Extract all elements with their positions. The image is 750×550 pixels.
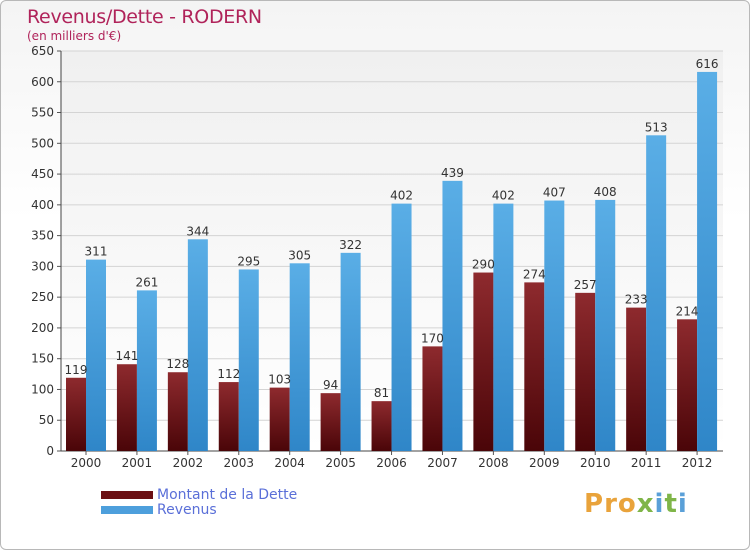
y-tick-label: 400 <box>31 198 54 212</box>
proxiti-logo: Proxiti <box>584 489 688 519</box>
label-debt: 274 <box>523 267 546 281</box>
x-tick-label: 2012 <box>682 456 713 470</box>
legend-label-debt: Montant de la Dette <box>157 486 298 503</box>
label-revenue: 439 <box>441 166 464 180</box>
label-debt: 170 <box>421 331 444 345</box>
bar-revenue <box>86 259 106 451</box>
legend-swatch-revenue <box>101 505 153 514</box>
label-revenue: 408 <box>594 185 617 199</box>
label-debt: 233 <box>625 293 648 307</box>
chart-title: Revenus/Dette - RODERN <box>27 6 262 28</box>
label-revenue: 295 <box>237 254 260 268</box>
x-tick-label: 2005 <box>325 456 356 470</box>
bar-debt <box>269 387 290 451</box>
label-revenue: 402 <box>390 189 413 203</box>
x-tick-label: 2010 <box>580 456 611 470</box>
label-debt: 257 <box>574 278 597 292</box>
label-debt: 119 <box>65 363 88 377</box>
y-tick-label: 100 <box>31 382 54 396</box>
y-tick-label: 600 <box>31 75 54 89</box>
label-debt: 94 <box>323 378 338 392</box>
y-tick-label: 250 <box>31 290 54 304</box>
x-tick-label: 2001 <box>122 456 153 470</box>
label-revenue: 311 <box>85 245 108 259</box>
bar-debt <box>167 372 188 451</box>
bar-debt <box>320 393 341 451</box>
label-debt: 128 <box>166 357 189 371</box>
y-tick-label: 350 <box>31 229 54 243</box>
bar-revenue <box>340 252 361 451</box>
x-tick-label: 2002 <box>173 456 204 470</box>
x-tick-label: 2000 <box>71 456 102 470</box>
bar-revenue <box>646 135 667 452</box>
bar-revenue <box>442 180 463 451</box>
bar-revenue <box>595 199 616 451</box>
bar-debt <box>473 272 494 451</box>
bar-revenue <box>187 239 208 451</box>
y-tick-label: 150 <box>31 352 54 366</box>
bar-debt <box>422 346 443 451</box>
legend: Montant de la Dette Revenus <box>101 486 298 518</box>
y-tick-label: 550 <box>31 106 54 120</box>
label-debt: 141 <box>115 349 138 363</box>
legend-item-debt: Montant de la Dette <box>101 486 298 503</box>
bar-debt <box>116 364 137 451</box>
bar-revenue <box>136 290 157 451</box>
y-tick-label: 500 <box>31 136 54 150</box>
label-debt: 214 <box>676 304 699 318</box>
legend-label-revenue: Revenus <box>157 501 217 518</box>
y-tick-label: 0 <box>46 444 54 458</box>
chart-subtitle: (en milliers d'€) <box>27 29 122 43</box>
x-tick-label: 2009 <box>529 456 560 470</box>
bar-debt <box>626 307 647 451</box>
x-tick-label: 2008 <box>478 456 509 470</box>
x-tick-label: 2007 <box>427 456 458 470</box>
label-revenue: 402 <box>492 189 515 203</box>
y-tick-label: 650 <box>31 44 54 58</box>
x-tick-label: 2006 <box>376 456 407 470</box>
y-tick-label: 300 <box>31 259 54 273</box>
x-tick-label: 2011 <box>631 456 662 470</box>
label-debt: 112 <box>217 367 240 381</box>
label-revenue: 322 <box>339 238 362 252</box>
label-revenue: 344 <box>186 224 209 238</box>
x-tick-label: 2003 <box>223 456 254 470</box>
bar-revenue <box>289 263 310 451</box>
x-tick-label: 2004 <box>274 456 305 470</box>
y-tick-label: 50 <box>39 413 54 427</box>
label-revenue: 305 <box>288 248 311 262</box>
label-debt: 81 <box>374 386 389 400</box>
bar-revenue <box>544 200 565 451</box>
label-revenue: 513 <box>645 120 668 134</box>
label-revenue: 407 <box>543 186 566 200</box>
bar-debt <box>218 382 239 451</box>
legend-item-revenue: Revenus <box>101 501 297 518</box>
bar-revenue <box>697 71 718 451</box>
bar-revenue <box>238 269 259 451</box>
label-revenue: 616 <box>696 57 719 71</box>
bar-debt <box>524 282 545 451</box>
label-debt: 290 <box>472 258 495 272</box>
bar-debt <box>66 377 86 451</box>
bar-debt <box>575 292 596 451</box>
bar-debt <box>677 319 698 451</box>
legend-swatch-debt <box>101 490 153 499</box>
label-debt: 103 <box>268 373 291 387</box>
bar-revenue <box>493 203 514 451</box>
y-tick-label: 450 <box>31 167 54 181</box>
y-tick-label: 200 <box>31 321 54 335</box>
bar-revenue <box>391 203 412 451</box>
label-revenue: 261 <box>135 275 158 289</box>
bar-debt <box>371 401 392 451</box>
